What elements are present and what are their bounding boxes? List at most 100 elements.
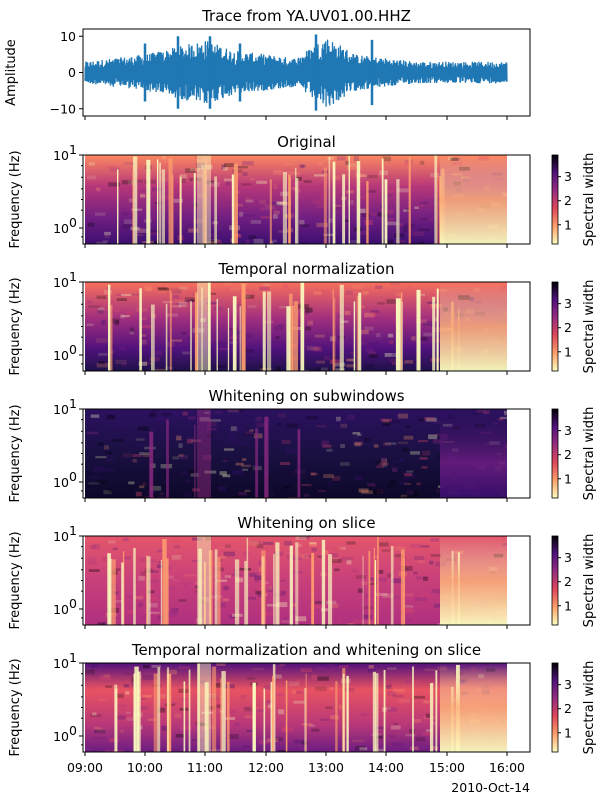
heatmap-cell (127, 610, 136, 614)
heatmap-cell (303, 180, 312, 184)
heatmap-stripe (241, 283, 246, 371)
heatmap-cell (94, 212, 106, 216)
heatmap-cell (415, 576, 427, 580)
colorbar-tick: 1 (558, 471, 572, 486)
heatmap-stripe (321, 539, 326, 625)
heatmap-cell (368, 351, 377, 356)
heatmap-cell (137, 426, 150, 431)
heatmap-cell (310, 472, 316, 476)
heatmap-cell (410, 451, 420, 455)
colorbar-tick-label: 3 (564, 296, 572, 311)
heatmap-cell (429, 293, 438, 296)
heatmap-cell (155, 745, 167, 748)
heatmap-cell (388, 735, 396, 738)
heatmap-cell (338, 546, 346, 550)
heatmap-stripe (295, 178, 299, 244)
heatmap-stripe (396, 179, 400, 244)
heatmap-cell (312, 200, 325, 205)
heatmap-cell (430, 357, 442, 362)
heatmap-cell (358, 555, 367, 559)
heatmap-cell (125, 711, 132, 714)
heatmap-cell (317, 161, 323, 166)
colorbar-tick-label: 2 (564, 574, 572, 589)
heatmap-stripe (227, 307, 230, 371)
heatmap-cell (419, 241, 425, 244)
heatmap-cell (176, 435, 182, 441)
heatmap-cell (357, 230, 367, 235)
heatmap-cell (330, 715, 339, 720)
heatmap-stripe (304, 687, 307, 752)
heatmap-cell (369, 212, 377, 216)
heatmap-cell (216, 663, 226, 666)
heatmap-cell (330, 553, 338, 558)
heatmap-cell (142, 694, 153, 698)
heatmap-cell (140, 614, 147, 619)
colorbar-tick: 2 (558, 320, 572, 335)
y-tick-label: 10 (53, 529, 69, 544)
heatmap-cell (102, 743, 112, 748)
heatmap-cell (102, 240, 109, 243)
heatmap-cell (340, 423, 348, 428)
heatmap-stripe (150, 304, 155, 371)
heatmap-cell (199, 599, 207, 605)
heatmap-cell (247, 305, 257, 308)
heatmap-cell (286, 423, 299, 429)
heatmap-cell (420, 593, 432, 598)
heatmap-cell (135, 491, 142, 497)
heatmap-cell (88, 162, 96, 166)
colorbar-tick: 1 (558, 598, 572, 613)
heatmap-cell (387, 706, 397, 712)
heatmap-stripe (168, 158, 173, 244)
heatmap-cell (186, 439, 193, 444)
heatmap-cell (312, 328, 318, 333)
heatmap-cell (152, 366, 161, 369)
heatmap-cell (172, 294, 180, 299)
heatmap-stripe (160, 559, 162, 625)
heatmap-cell (346, 165, 357, 170)
heatmap-cell (155, 416, 167, 422)
heatmap-stripe (339, 284, 344, 371)
heatmap-cell (88, 557, 96, 562)
heatmap-cell (162, 300, 174, 304)
heatmap-cell (362, 606, 374, 610)
heatmap-stripe (214, 549, 218, 625)
heatmap (85, 282, 507, 371)
heatmap-cell (300, 668, 312, 672)
heatmap-cell (105, 685, 113, 688)
heatmap-cell (254, 419, 264, 423)
heatmap-cell (430, 538, 439, 542)
heatmap-cell (273, 325, 284, 331)
heatmap-cell (157, 564, 163, 568)
heatmap-cell (433, 603, 446, 608)
heatmap-cell (227, 409, 240, 413)
heatmap-cell (128, 179, 136, 185)
heatmap-cell (375, 735, 383, 739)
heatmap-cell (316, 222, 329, 228)
heatmap-stripe (146, 555, 148, 625)
heatmap-cell (322, 550, 329, 555)
heatmap-cell (412, 718, 422, 723)
heatmap-stripe (264, 416, 269, 498)
y-tick: 10 1 (53, 523, 83, 544)
heatmap-cell (317, 676, 329, 681)
heatmap-cell (122, 453, 132, 458)
heatmap-cell (335, 416, 341, 422)
colorbar-label: Spectral width (582, 407, 597, 501)
heatmap-stripe (432, 296, 436, 371)
heatmap-cell (137, 227, 144, 233)
x-tick: 16:00 (489, 752, 525, 775)
heatmap-stripe (246, 537, 249, 625)
heatmap-cell (137, 228, 150, 233)
heatmap-cell (417, 418, 425, 421)
heatmap-cell (99, 620, 110, 625)
x-tick: 14:00 (368, 752, 404, 775)
heatmap-cell (222, 167, 228, 171)
heatmap-cell (93, 466, 106, 472)
heatmap-cell (402, 592, 414, 597)
heatmap-cell (420, 218, 428, 221)
heatmap-cell (274, 674, 282, 679)
heatmap-cell (276, 602, 288, 608)
heatmap-cell (112, 439, 123, 442)
heatmap-cell (204, 611, 213, 617)
heatmap-cell (178, 443, 183, 448)
